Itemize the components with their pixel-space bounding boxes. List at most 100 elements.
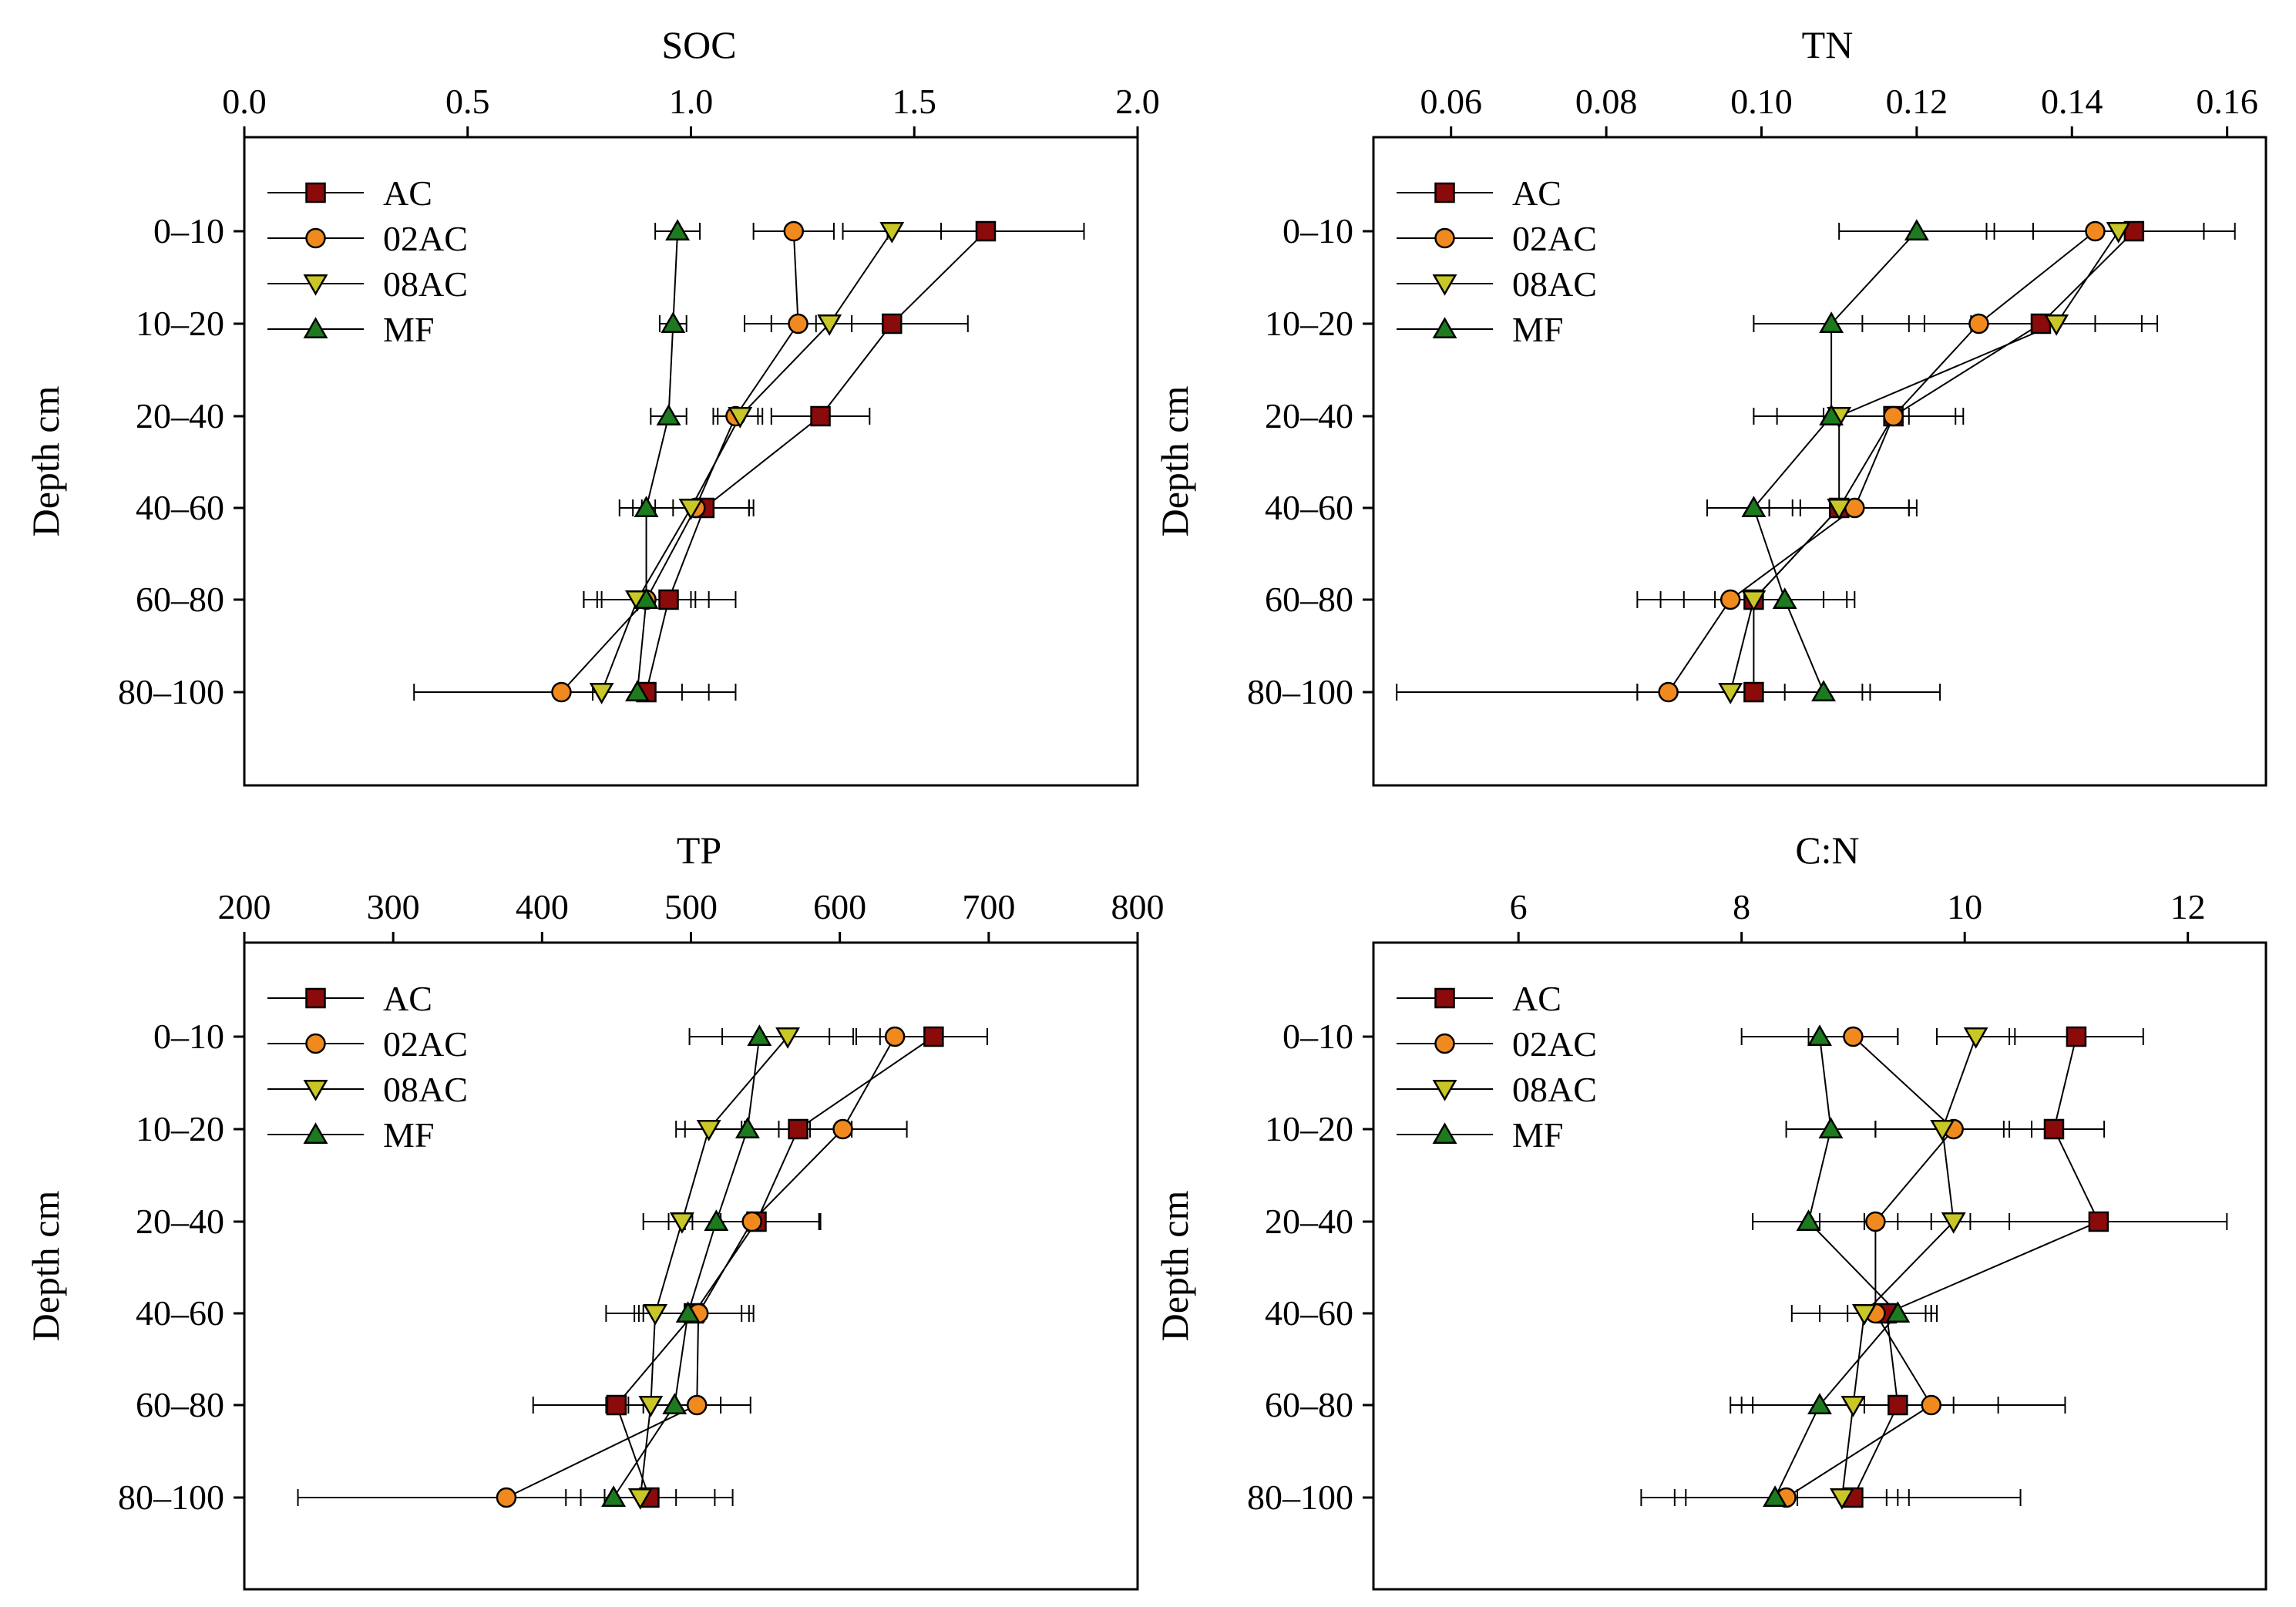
series-08AC (603, 1028, 855, 1506)
legend-label: 02AC (383, 219, 468, 258)
data-point (735, 1117, 760, 1139)
data-point (923, 1026, 944, 1047)
legend-marker (1432, 1122, 1457, 1145)
series-line (1786, 1036, 1955, 1498)
data-point (678, 498, 704, 520)
data-point (728, 406, 753, 429)
legend: AC 02AC 08AC MF (1397, 173, 1597, 349)
series-line (636, 230, 679, 693)
y-tick-label: 60–80 (136, 580, 224, 619)
y-tick-label: 20–40 (1265, 396, 1353, 435)
series-line (600, 230, 893, 693)
markers-08AC (627, 1027, 801, 1510)
data-point (817, 314, 842, 336)
data-point (1743, 681, 1764, 703)
markers-MF (1763, 1024, 1911, 1508)
y-tick-label: 0–10 (153, 211, 224, 250)
y-tick-label: 60–80 (136, 1385, 224, 1424)
data-point (1829, 1488, 1854, 1510)
legend-marker (1434, 227, 1455, 249)
data-point (1772, 587, 1797, 610)
y-tick-label: 20–40 (1265, 1202, 1353, 1241)
panel-title: C:N (1795, 829, 1859, 872)
panel-0: SOC 0.0 0.5 1.0 1.5 2.0 0–10 10–20 20–40 40–60 60–… (24, 23, 1160, 787)
data-point (747, 1024, 772, 1047)
data-point (1851, 1303, 1877, 1326)
data-point (696, 1119, 721, 1141)
data-point (643, 1303, 668, 1326)
panel-title: TP (677, 829, 721, 872)
series-MF (1640, 1028, 1932, 1506)
y-tick-label: 80–100 (118, 1478, 224, 1517)
legend-label: 02AC (383, 1024, 468, 1064)
series-MF (580, 1028, 831, 1506)
y-axis-label: Depth cm (1153, 1191, 1196, 1342)
markers-AC (1743, 220, 2145, 703)
data-point (638, 1395, 664, 1417)
plot-frame (243, 136, 1139, 787)
y-tick-label: 40–60 (136, 1293, 224, 1333)
legend-marker (1432, 1079, 1457, 1101)
legend-label: 08AC (383, 264, 468, 304)
x-tick-label: 1.5 (893, 82, 937, 121)
markers-08AC (589, 221, 905, 704)
data-point (624, 680, 650, 702)
x-tick-label: 0.10 (1730, 82, 1793, 121)
x-tick-label: 300 (367, 887, 420, 926)
legend-label: MF (1512, 310, 1563, 349)
y-tick-label: 10–20 (1265, 1109, 1353, 1148)
data-point (589, 682, 614, 704)
x-tick-label: 1.0 (669, 82, 714, 121)
series-02AC (413, 223, 853, 701)
legend-label: MF (383, 310, 434, 349)
data-point (675, 1301, 701, 1323)
y-tick-label: 10–20 (136, 304, 224, 343)
x-tick-label: 0.5 (445, 82, 490, 121)
legend-marker (303, 317, 328, 339)
data-point (1883, 405, 1904, 427)
markers-08AC (1829, 1027, 1988, 1510)
series-line (1730, 230, 2120, 693)
data-point (665, 219, 691, 241)
data-point (788, 313, 808, 335)
x-tick-label: 0.06 (1420, 82, 1482, 121)
data-point (832, 1118, 853, 1140)
data-point (669, 1212, 694, 1234)
data-point (783, 220, 805, 242)
markers-AC (636, 220, 997, 703)
x-tick-label: 10 (1947, 887, 1982, 926)
data-point (1904, 219, 1929, 241)
data-point (810, 405, 831, 427)
data-point (882, 313, 903, 335)
legend-marker (1434, 987, 1455, 1009)
data-point (1885, 1301, 1911, 1323)
legend: AC 02AC 08AC MF (267, 173, 468, 349)
series-MF (592, 223, 701, 701)
legend-marker (305, 1033, 326, 1054)
legend-label: MF (1512, 1115, 1563, 1155)
series-line (645, 230, 987, 693)
data-point (775, 1027, 801, 1049)
markers-02AC (551, 220, 808, 703)
legend-label: AC (1512, 173, 1561, 213)
legend: AC 02AC 08AC MF (1397, 979, 1597, 1155)
y-tick-label: 80–100 (1247, 672, 1353, 711)
data-point (496, 1487, 517, 1508)
series-line (1852, 1036, 2100, 1498)
legend-marker (1434, 182, 1455, 203)
data-point (1719, 589, 1741, 610)
legend-label: 08AC (1512, 264, 1597, 304)
series-line (639, 1036, 788, 1498)
data-point (1741, 590, 1767, 612)
data-point (704, 1209, 729, 1232)
series-line (1774, 1036, 1899, 1498)
data-point (879, 221, 905, 244)
data-point (1741, 496, 1767, 518)
data-point (656, 404, 681, 426)
legend-label: AC (383, 173, 432, 213)
y-tick-label: 60–80 (1265, 580, 1353, 619)
y-tick-label: 0–10 (1282, 1017, 1353, 1056)
markers-MF (601, 1024, 772, 1508)
legend-marker (305, 227, 326, 249)
